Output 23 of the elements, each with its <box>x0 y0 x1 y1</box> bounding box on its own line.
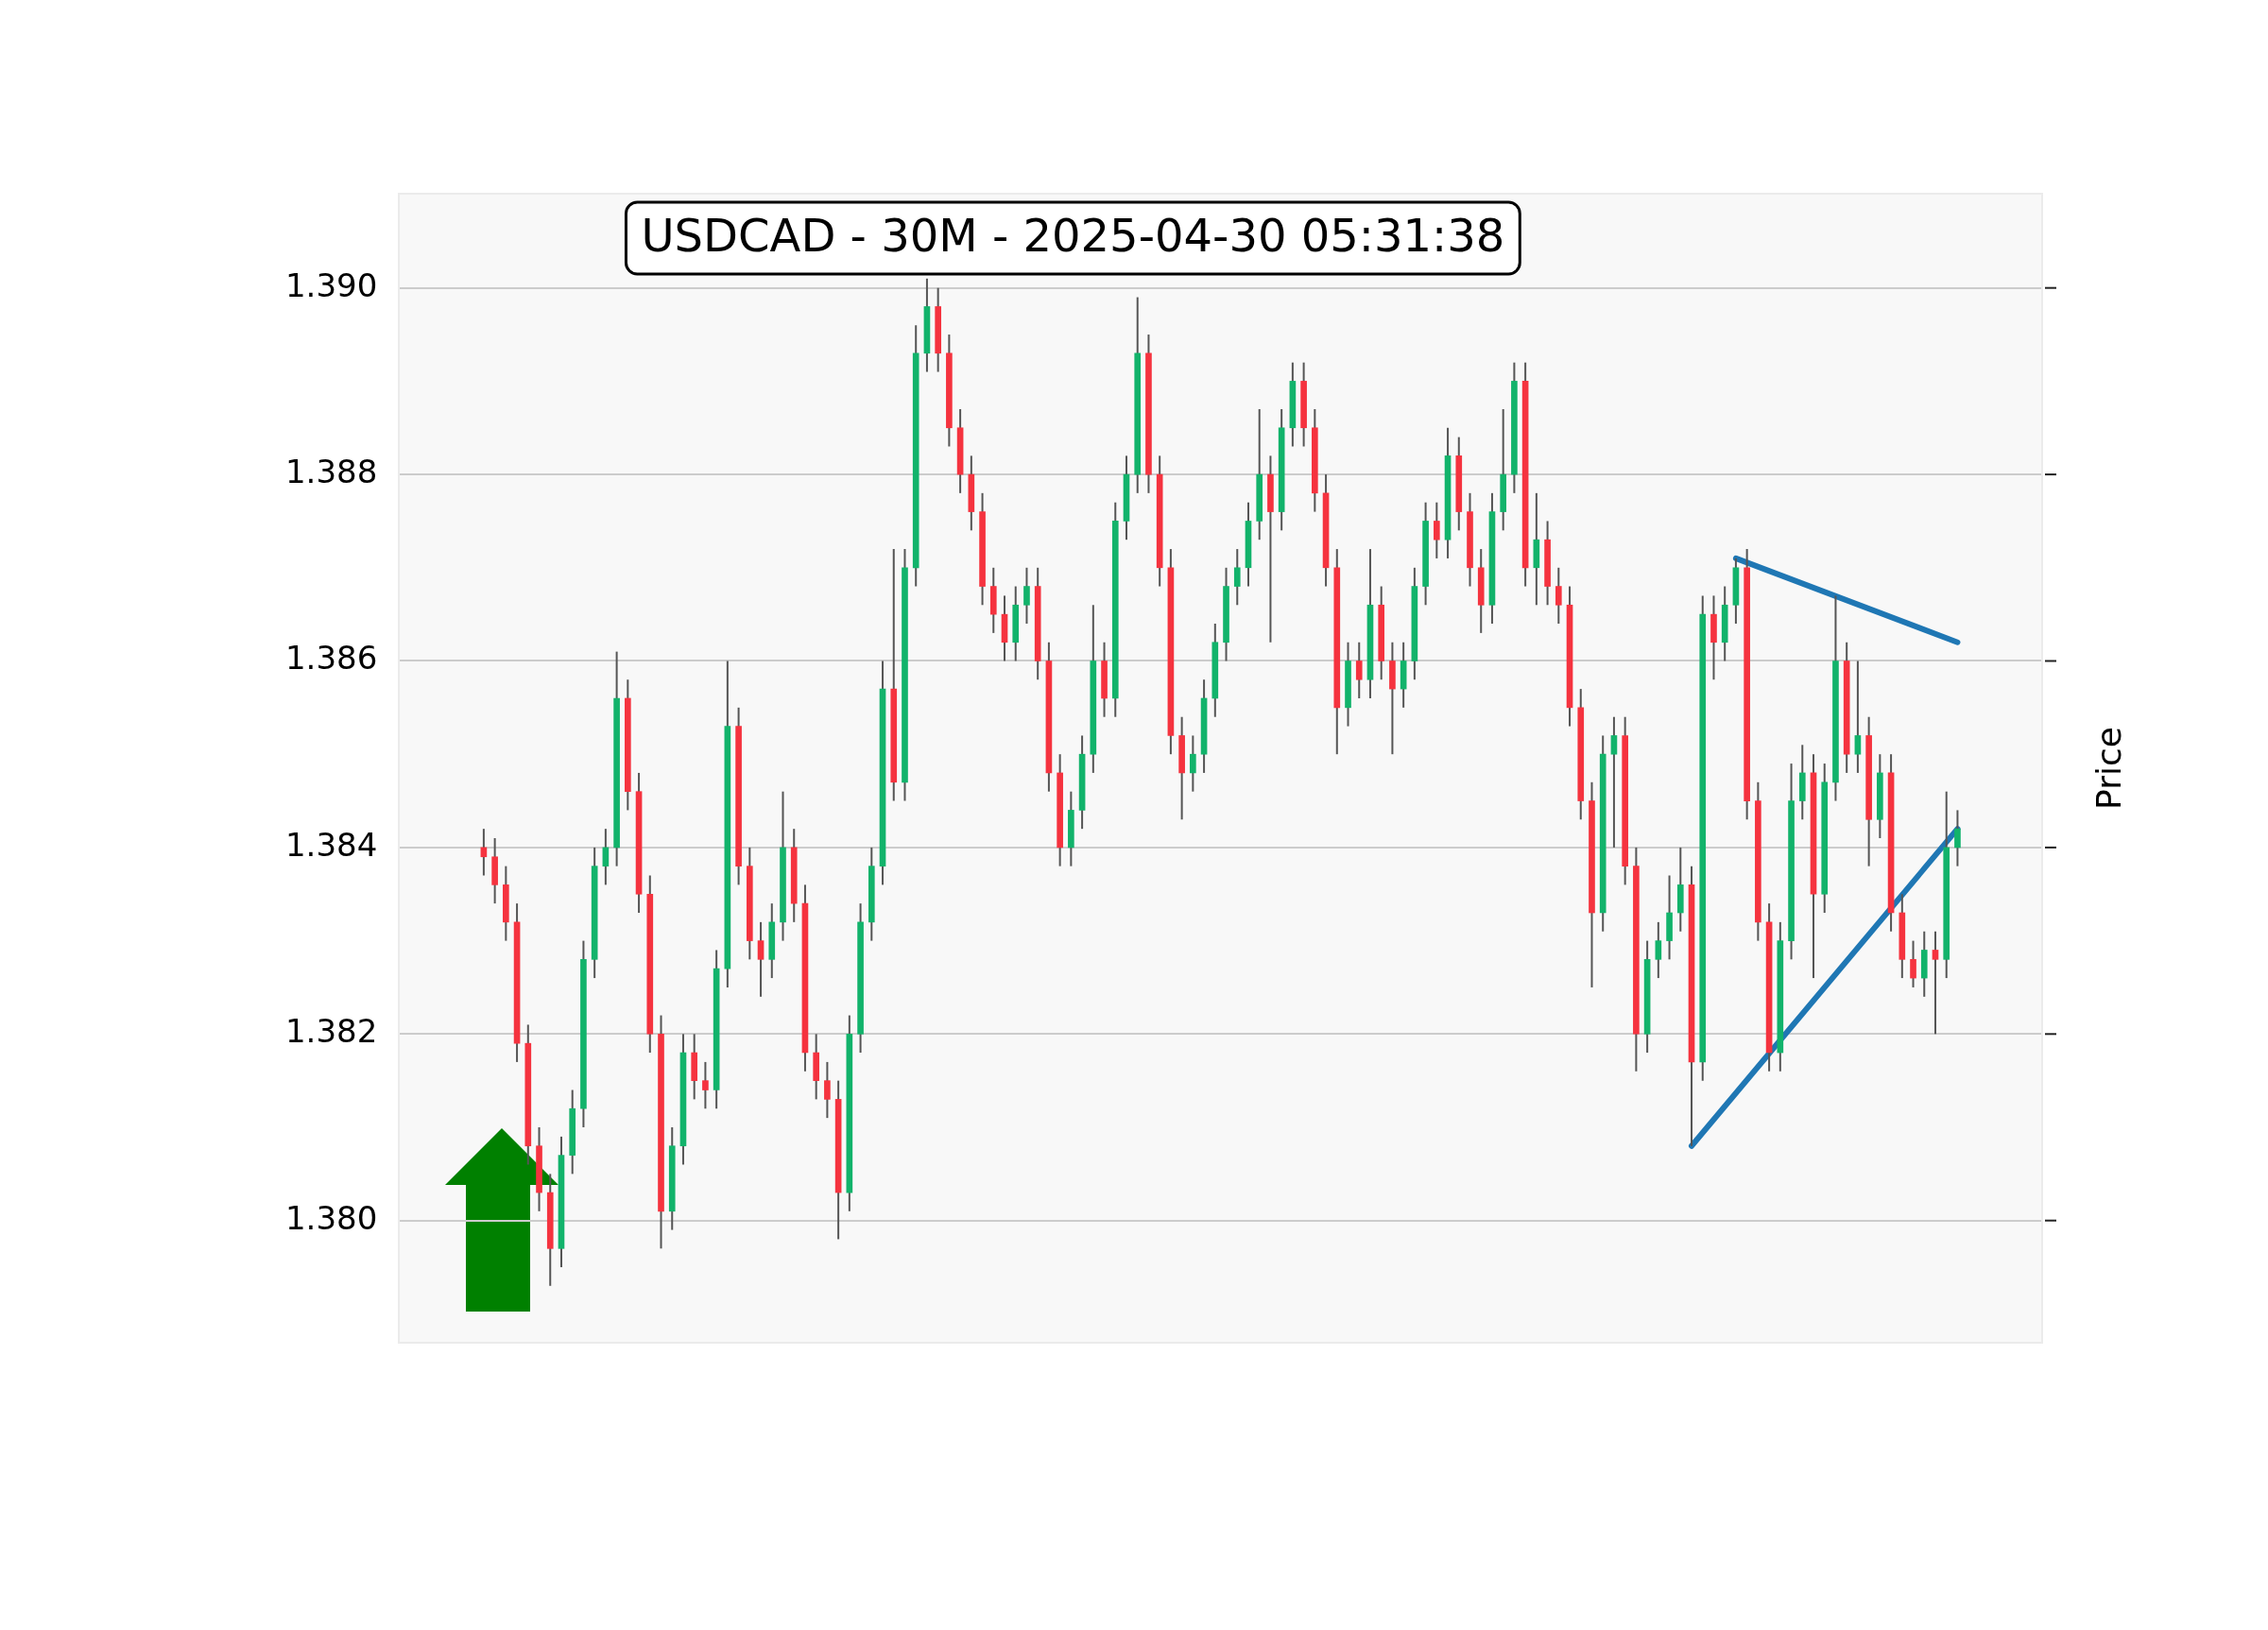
y-tick-label: 1.380 <box>284 1198 378 1237</box>
candlestick <box>1954 809 1961 867</box>
candlestick <box>1655 920 1662 980</box>
y-tick-label: 1.388 <box>284 452 378 490</box>
candlestick <box>1610 715 1618 849</box>
y-tick-label: 1.382 <box>284 1012 378 1051</box>
candlestick <box>1190 734 1196 793</box>
y-axis-title: Price <box>2089 727 2129 810</box>
y-tick-label: 1.384 <box>284 825 378 864</box>
candlestick <box>702 1060 709 1110</box>
chart-title: USDCAD - 30M - 2025-04-30 05:31:38 <box>641 209 1505 263</box>
candlestick <box>1910 939 1916 988</box>
candlestick <box>824 1060 831 1120</box>
candlestick <box>1854 660 1862 774</box>
candlestick <box>1233 548 1241 607</box>
candlestick <box>757 920 765 998</box>
candlestick <box>1555 566 1562 626</box>
y-tick-label: 1.386 <box>284 639 378 678</box>
candlestick <box>1932 930 1939 1036</box>
candlestick <box>1023 566 1030 626</box>
candlestick <box>1355 641 1363 699</box>
y-tick-label: 1.390 <box>284 266 378 304</box>
candlestick <box>1433 501 1440 559</box>
